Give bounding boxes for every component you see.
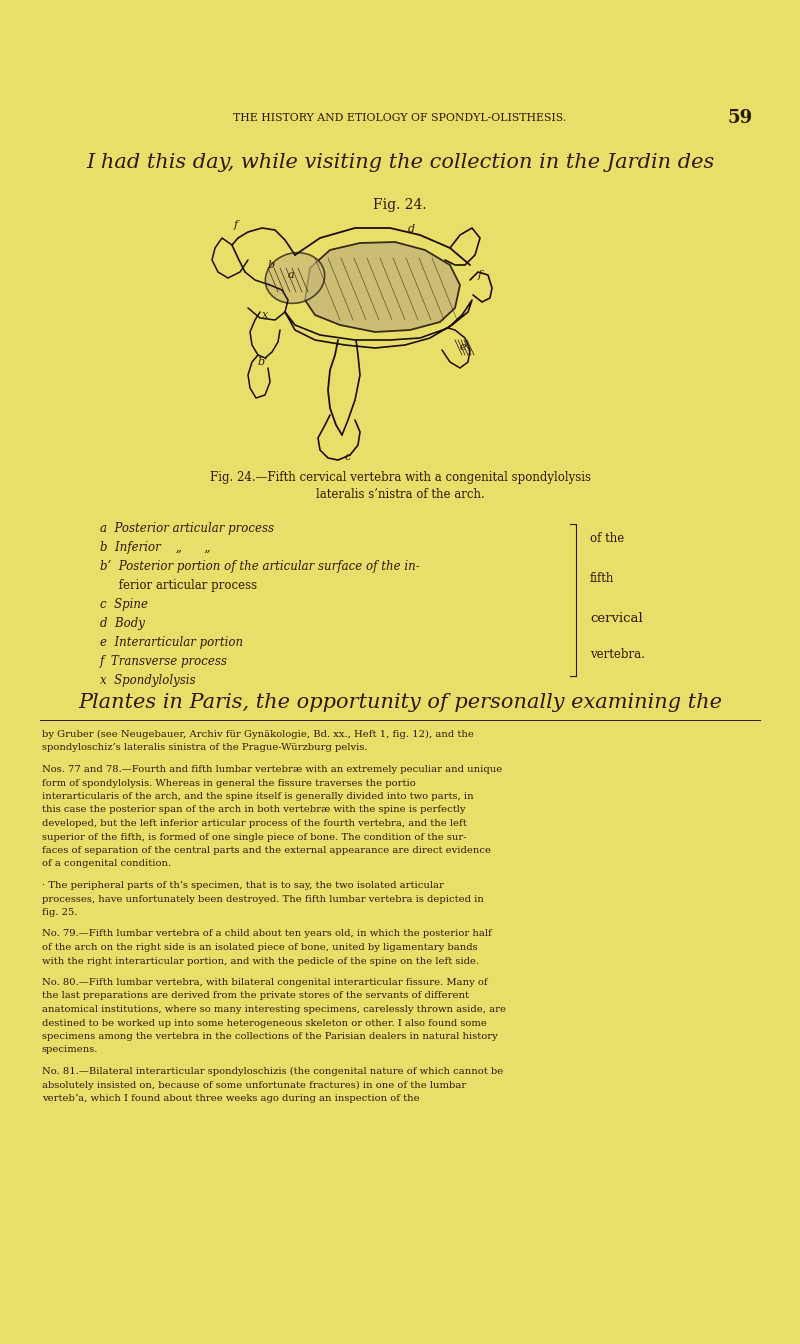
Text: I had this day, while visiting the collection in the Jardin des: I had this day, while visiting the colle… (86, 152, 714, 172)
Text: specimens among the vertebra in the collections of the Parisian dealers in natur: specimens among the vertebra in the coll… (42, 1032, 498, 1042)
Text: e  Interarticular portion: e Interarticular portion (100, 636, 243, 649)
Text: x: x (262, 310, 268, 320)
Text: d  Body: d Body (100, 617, 145, 630)
Text: Fig. 24.—Fifth cervical vertebra with a congenital spondylolysis: Fig. 24.—Fifth cervical vertebra with a … (210, 472, 590, 484)
Text: absolutely insisted on, because of some unfortunate fractures) in one of the lum: absolutely insisted on, because of some … (42, 1081, 466, 1090)
Text: the last preparations are derived from the private stores of the servants of dif: the last preparations are derived from t… (42, 992, 469, 1000)
Text: vertebʼa, which I found about three weeks ago during an inspection of the: vertebʼa, which I found about three week… (42, 1094, 420, 1103)
Text: vertebra.: vertebra. (590, 648, 645, 660)
Text: form of spondylolysis. Whereas in general the fissure traverses the portio: form of spondylolysis. Whereas in genera… (42, 778, 416, 788)
Ellipse shape (266, 253, 325, 304)
Text: Plantes in Paris, the opportunity of personally examining the: Plantes in Paris, the opportunity of per… (78, 692, 722, 711)
Text: Fig. 24.: Fig. 24. (373, 198, 427, 212)
Text: fig. 25.: fig. 25. (42, 909, 78, 917)
Text: superior of the fifth, is formed of one single piece of bone. The condition of t: superior of the fifth, is formed of one … (42, 832, 466, 841)
Text: 59: 59 (727, 109, 753, 126)
Text: destined to be worked up into some heterogeneous skeleton or other. I also found: destined to be worked up into some heter… (42, 1019, 487, 1028)
Text: cervical: cervical (590, 613, 642, 625)
Text: c: c (345, 452, 351, 462)
Text: this case the posterior span of the arch in both vertebræ with the spine is perf: this case the posterior span of the arch… (42, 805, 466, 814)
Text: anatomical institutions, where so many interesting specimens, carelessly thrown : anatomical institutions, where so many i… (42, 1005, 506, 1013)
Text: d: d (408, 224, 415, 234)
Text: of the arch on the right side is an isolated piece of bone, united by ligamentar: of the arch on the right side is an isol… (42, 943, 478, 952)
Text: f: f (234, 220, 238, 230)
Text: b’  Posterior portion of the articular surface of the in-: b’ Posterior portion of the articular su… (100, 560, 420, 573)
Text: lateralis s’nistra of the arch.: lateralis s’nistra of the arch. (316, 488, 484, 500)
Text: faces of separation of the central parts and the external appearance are direct : faces of separation of the central parts… (42, 845, 491, 855)
Text: a: a (288, 270, 294, 280)
Text: THE HISTORY AND ETIOLOGY OF SPONDYL-OLISTHESIS.: THE HISTORY AND ETIOLOGY OF SPONDYL-OLIS… (234, 113, 566, 124)
Text: spondyloschiz’s lateralis sinistra of the Prague-Würzburg pelvis.: spondyloschiz’s lateralis sinistra of th… (42, 743, 367, 753)
Text: b  Inferior    „      „: b Inferior „ „ (100, 542, 210, 554)
Text: with the right interarticular portion, and with the pedicle of the spine on the : with the right interarticular portion, a… (42, 957, 479, 965)
Text: of a congenital condition.: of a congenital condition. (42, 860, 171, 868)
Text: Nos. 77 and 78.—Fourth and fifth lumbar vertebræ with an extremely peculiar and : Nos. 77 and 78.—Fourth and fifth lumbar … (42, 765, 502, 774)
Text: specimens.: specimens. (42, 1046, 98, 1055)
Text: · The peripheral parts of th’s specimen, that is to say, the two isolated articu: · The peripheral parts of th’s specimen,… (42, 882, 444, 890)
Text: No. 79.—Fifth lumbar vertebra of a child about ten years old, in which the poste: No. 79.—Fifth lumbar vertebra of a child… (42, 930, 492, 938)
Text: developed, but the left inferior articular process of the fourth vertebra, and t: developed, but the left inferior articul… (42, 818, 466, 828)
Text: No. 81.—Bilateral interarticular spondyloschizis (the congenital nature of which: No. 81.—Bilateral interarticular spondyl… (42, 1067, 503, 1077)
Text: x  Spondylolysis: x Spondylolysis (100, 673, 195, 687)
Text: processes, have unfortunately been destroyed. The fifth lumbar vertebra is depic: processes, have unfortunately been destr… (42, 895, 484, 903)
Text: ferior articular process: ferior articular process (100, 579, 257, 591)
Text: e: e (460, 341, 466, 352)
Text: b: b (268, 259, 275, 270)
Text: a  Posterior articular process: a Posterior articular process (100, 521, 274, 535)
Text: f  Transverse process: f Transverse process (100, 655, 228, 668)
Text: interarticularis of the arch, and the spine itself is generally divided into two: interarticularis of the arch, and the sp… (42, 792, 474, 801)
Text: fifth: fifth (590, 573, 614, 586)
Text: b’: b’ (258, 358, 269, 367)
Text: No. 80.—Fifth lumbar vertebra, with bilateral congenital interarticular fissure.: No. 80.—Fifth lumbar vertebra, with bila… (42, 978, 488, 986)
Text: by Gruber (see Neugebauer, Archiv für Gynäkologie, Bd. xx., Heft 1, fig. 12), an: by Gruber (see Neugebauer, Archiv für Gy… (42, 730, 474, 739)
Text: of the: of the (590, 532, 624, 546)
Text: c  Spine: c Spine (100, 598, 148, 612)
Text: f: f (478, 270, 482, 280)
Polygon shape (305, 242, 460, 332)
